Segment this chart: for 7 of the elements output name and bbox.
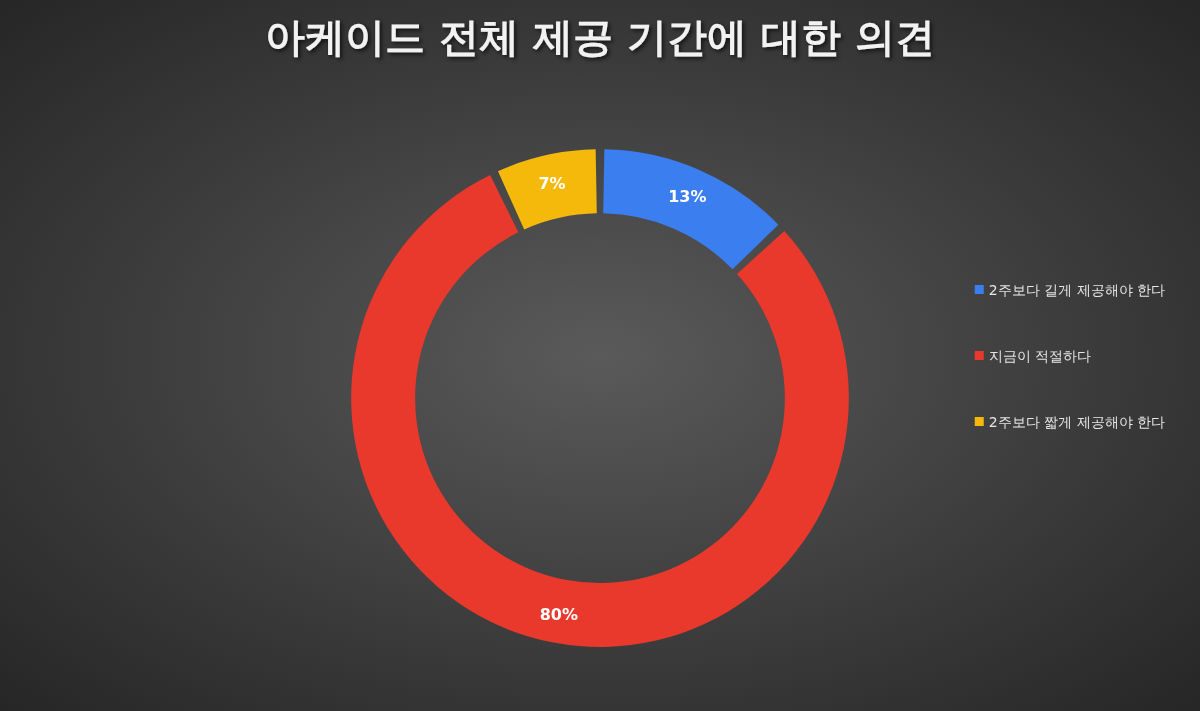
data-label: 80% — [539, 604, 578, 624]
legend-label: 2주보다 길게 제공해야 한다 — [988, 281, 1166, 298]
legend-label: 지금이 적절하다 — [988, 347, 1092, 364]
data-label: 7% — [538, 174, 566, 194]
legend-label: 2주보다 짧게 제공해야 한다 — [988, 413, 1166, 430]
data-label: 13% — [668, 186, 707, 206]
chart-title: 아케이드 전체 제공 기간에 대한 의견 — [265, 14, 935, 60]
